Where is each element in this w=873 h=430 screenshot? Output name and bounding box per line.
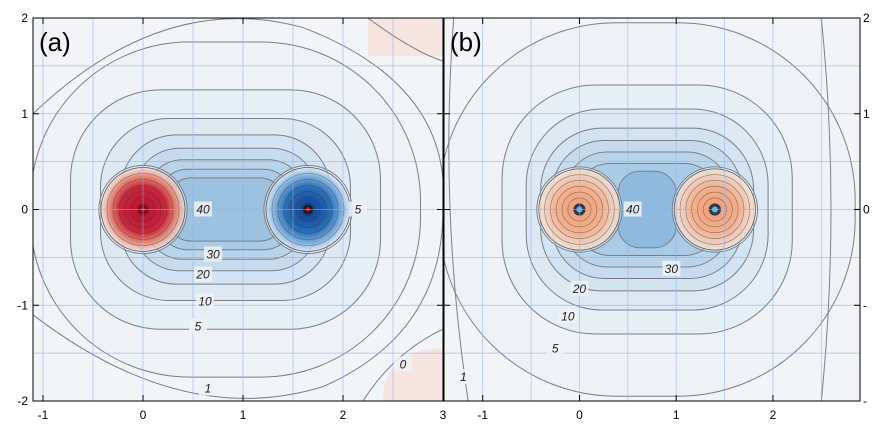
- grid: [33, 18, 443, 401]
- contour-label-bg: [349, 201, 367, 217]
- panel-label: (a): [39, 27, 71, 57]
- contour-line: [33, 18, 443, 399]
- contour-label: 40: [626, 203, 640, 217]
- contour-label: 1: [205, 382, 212, 396]
- contour-label: 5: [355, 203, 362, 217]
- contour-label-bg: [189, 318, 207, 334]
- grid: [444, 18, 860, 401]
- panel-label: (b): [450, 27, 482, 57]
- contour-label: 5: [552, 341, 559, 355]
- contour-label: 0: [400, 358, 407, 372]
- y-tick-label: 1: [21, 107, 28, 121]
- contour-label: 10: [561, 310, 575, 324]
- contour-line: [367, 18, 443, 62]
- y-tick-label: 2: [21, 11, 28, 25]
- x-tick-label: -1: [38, 408, 49, 422]
- x-tick-label: 2: [770, 408, 777, 422]
- x-tick-label: -1: [477, 408, 488, 422]
- contour-label-bg: [196, 293, 214, 309]
- contour-label: 20: [195, 268, 210, 282]
- contour-label: 5: [195, 319, 202, 333]
- contour-label: 40: [196, 203, 210, 217]
- x-tick-label: 3: [440, 408, 447, 422]
- right-y-tick-label: -: [863, 394, 867, 408]
- contour-label-bg: [558, 308, 577, 324]
- right-y-tick-label: 1: [863, 107, 870, 121]
- contour-label-bg: [570, 280, 589, 296]
- x-tick-label: 1: [673, 408, 680, 422]
- corner-region: [383, 18, 443, 52]
- contour-label: 20: [572, 282, 587, 296]
- right-y-tick-label: -: [863, 298, 867, 312]
- panel-b: 40 30 20 10 5 1 -1 0 1 2 (b): [443, 17, 861, 422]
- y-tick-label: 0: [21, 203, 28, 217]
- x-tick-label: 0: [576, 408, 583, 422]
- contour-label-bg: [199, 380, 217, 396]
- corner-region: [383, 348, 443, 401]
- contour-label-bg: [194, 201, 212, 217]
- x-tick-label: 1: [240, 408, 247, 422]
- contour-label-bg: [204, 246, 222, 262]
- right-y-tick-label: 2: [863, 11, 870, 25]
- contour-label-bg: [394, 356, 412, 372]
- y-tick-label: -1: [17, 298, 28, 312]
- right-y-tick-label: 0: [863, 203, 870, 217]
- contour-label: 30: [665, 262, 679, 276]
- plot-area: 40 30 20 10 5 1: [444, 18, 860, 401]
- contour-label: 30: [206, 248, 220, 262]
- contour-label: 10: [198, 294, 212, 308]
- contour-label-bg: [546, 340, 565, 356]
- contour-label-bg: [454, 369, 473, 385]
- contour-label: 1: [460, 370, 467, 384]
- contour-label-bg: [194, 266, 212, 282]
- contour-label-bg: [662, 260, 681, 276]
- y-tick-label: -2: [17, 394, 28, 408]
- x-tick-label: 0: [140, 408, 147, 422]
- x-tick-label: 2: [340, 408, 347, 422]
- right-axis: 2 1 0 - -: [863, 11, 870, 408]
- contour-label-bg: [623, 201, 642, 217]
